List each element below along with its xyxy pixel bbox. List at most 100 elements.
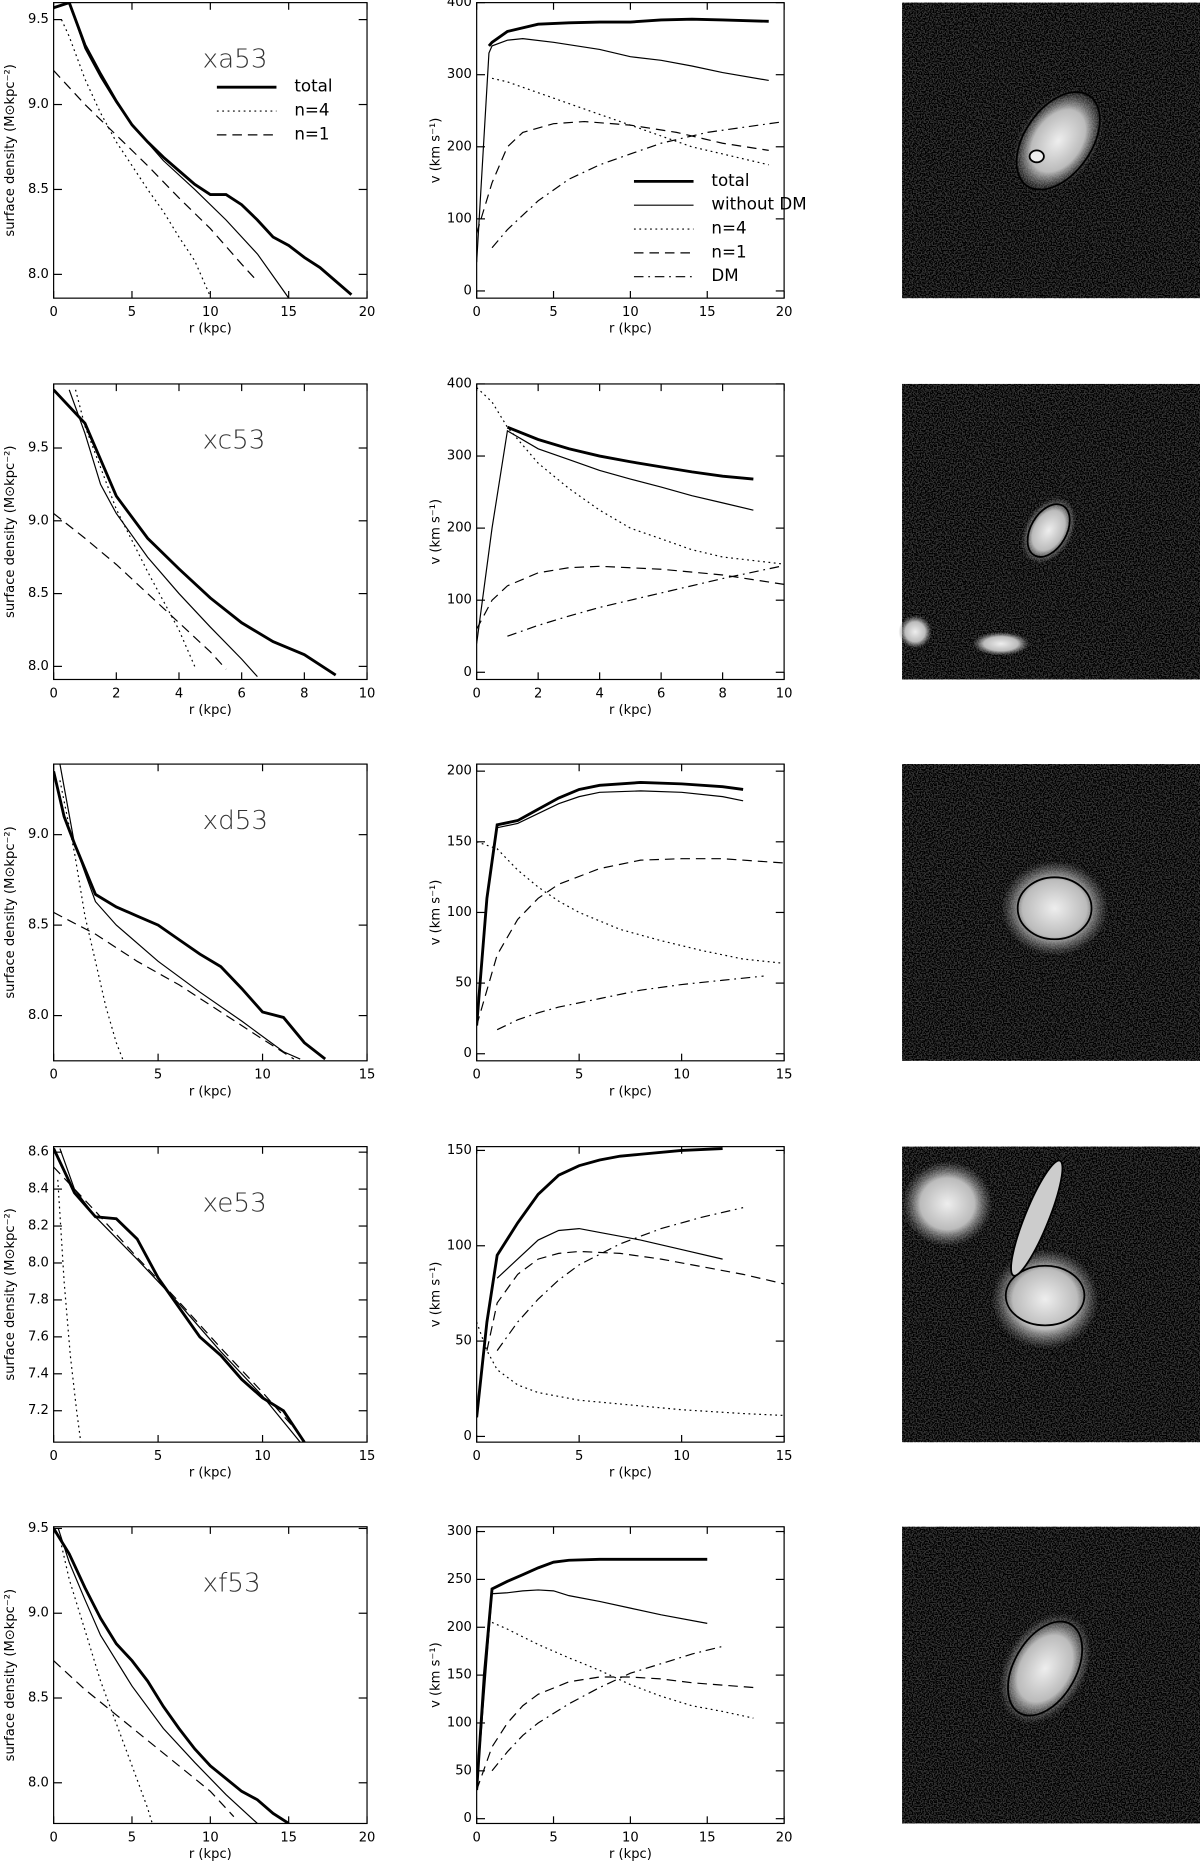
line: [53, 70, 255, 279]
x-tick-label: 6: [657, 686, 665, 701]
x-tick-label: 15: [280, 1830, 297, 1845]
y-axis-label: surface density (M⊙kpc⁻²): [3, 1589, 18, 1761]
y-tick-label: 0: [464, 665, 472, 680]
y-tick-label: 50: [455, 1334, 472, 1349]
plot-frame: [476, 1526, 785, 1825]
line: [491, 77, 769, 166]
y-tick-label: 9.0: [28, 513, 49, 528]
y-tick-label: 8.5: [28, 918, 49, 933]
series-group: [53, 1147, 306, 1443]
y-tick-label: 400: [447, 0, 472, 10]
x-tick-label: 0: [472, 1830, 480, 1845]
x-tick-label: 0: [49, 1830, 57, 1845]
line: [506, 425, 754, 481]
plot-frame: [476, 1146, 785, 1443]
y-tick-label: 8.6: [28, 1145, 49, 1160]
x-tick-label: 10: [254, 1449, 271, 1464]
series-group: [476, 781, 785, 1031]
y-axis-label: v (km s⁻¹): [429, 1262, 444, 1328]
annotation: xd53: [203, 806, 268, 836]
line: [60, 19, 211, 297]
y-tick-label: 8.0: [28, 1255, 49, 1270]
legend-label: n=4: [294, 101, 329, 120]
x-tick-label: 10: [673, 1449, 690, 1464]
y-tick-label: 8.4: [28, 1182, 49, 1197]
x-tick-label: 0: [49, 1449, 57, 1464]
line: [476, 120, 769, 234]
x-tick-label: 5: [128, 305, 136, 320]
x-tick-label: 4: [595, 686, 603, 701]
y-axis-label: v (km s⁻¹): [429, 880, 444, 946]
y-axis-label: v (km s⁻¹): [429, 1642, 444, 1708]
y-tick-label: 0: [464, 1811, 472, 1826]
x-axis-label: r (kpc): [189, 703, 232, 718]
line: [74, 389, 196, 667]
x-tick-label: 0: [472, 305, 480, 320]
x-tick-label: 5: [549, 1830, 557, 1845]
series-group: [476, 17, 785, 263]
line: [476, 1321, 785, 1417]
x-tick-label: 8: [718, 686, 726, 701]
y-axis-label: surface density (M⊙kpc⁻²): [3, 826, 18, 998]
y-tick-label: 0: [464, 1046, 472, 1061]
x-tick-label: 20: [359, 1830, 376, 1845]
line: [476, 841, 785, 964]
y-tick-label: 9.5: [28, 12, 49, 27]
x-tick-label: 0: [472, 686, 480, 701]
line: [59, 1148, 301, 1443]
line: [476, 1147, 723, 1418]
x-tick-label: 20: [359, 305, 376, 320]
legend-label: DM: [711, 266, 738, 285]
x-tick-label: 10: [202, 1830, 219, 1845]
line: [476, 565, 785, 630]
legend-label: total: [294, 77, 332, 96]
series-group: [476, 1147, 785, 1418]
x-tick-label: 0: [472, 1449, 480, 1464]
x-tick-label: 0: [49, 305, 57, 320]
y-tick-label: 8.5: [28, 586, 49, 601]
x-axis-label: r (kpc): [609, 1084, 652, 1099]
series-group: [476, 387, 785, 644]
y-tick-label: 100: [447, 1715, 472, 1730]
legend-label: n=1: [294, 124, 329, 143]
y-tick-label: 8.5: [28, 1691, 49, 1706]
legend-label: total: [711, 171, 749, 190]
y-tick-label: 9.5: [28, 441, 49, 456]
chart: 0 5 10 15 20 8.0 8.5 9.0 9.5 r (kpc) surface densi…: [3, 2, 376, 337]
plot-frame: [476, 383, 785, 681]
plot-frame: [53, 1146, 368, 1443]
x-tick-label: 0: [472, 1068, 480, 1083]
annotation: xa53: [203, 44, 268, 74]
y-tick-label: 0: [464, 283, 472, 298]
line: [476, 38, 769, 263]
x-tick-label: 0: [49, 686, 57, 701]
legend-label: without DM: [711, 195, 806, 214]
x-tick-label: 10: [254, 1068, 271, 1083]
x-axis-label: r (kpc): [189, 322, 232, 337]
y-axis-label: v (km s⁻¹): [429, 118, 444, 184]
y-tick-label: 9.5: [28, 1521, 49, 1536]
series-group: [53, 388, 337, 678]
line: [476, 1676, 754, 1791]
y-tick-label: 300: [447, 449, 472, 464]
x-tick-label: 5: [154, 1449, 162, 1464]
line: [476, 1589, 708, 1791]
x-axis-label: r (kpc): [609, 703, 652, 718]
y-tick-label: 200: [447, 139, 472, 154]
x-tick-label: 15: [699, 1830, 716, 1845]
y-axis-label: v (km s⁻¹): [429, 499, 444, 565]
galaxy-image: [902, 1526, 1200, 1824]
x-tick-label: 10: [776, 686, 793, 701]
x-tick-label: 15: [776, 1449, 793, 1464]
line: [53, 911, 295, 1060]
x-tick-label: 20: [776, 305, 793, 320]
x-tick-label: 10: [359, 686, 376, 701]
y-tick-label: 400: [447, 376, 472, 391]
y-tick-label: 100: [447, 211, 472, 226]
line: [68, 389, 258, 678]
x-tick-label: 15: [699, 305, 716, 320]
y-tick-label: 8.0: [28, 1008, 49, 1023]
x-tick-label: 5: [575, 1449, 583, 1464]
